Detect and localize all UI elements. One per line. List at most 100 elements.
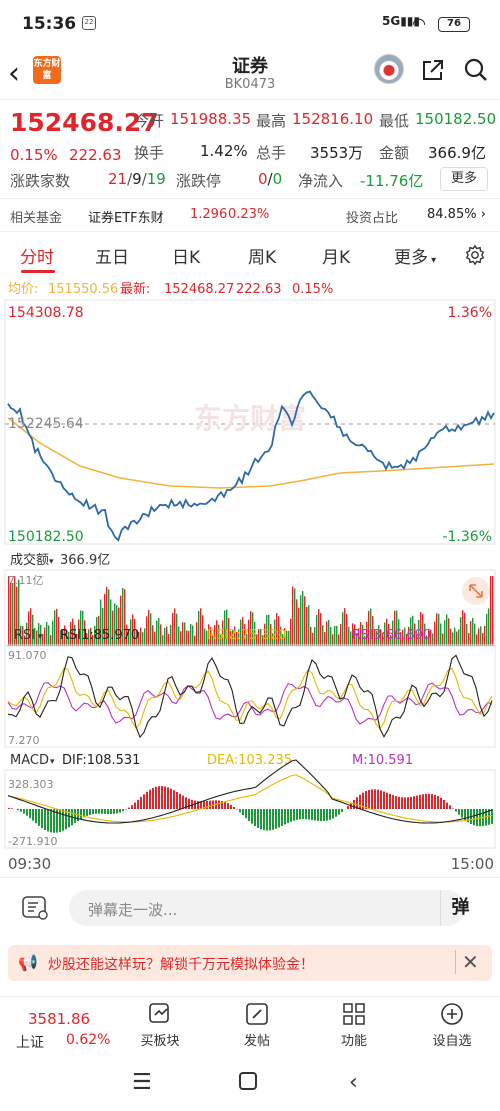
more-button[interactable]: 更多	[440, 167, 488, 191]
volume-bar	[392, 620, 394, 646]
volume-bar	[98, 616, 100, 646]
volume-bar	[182, 622, 184, 646]
tab-monthly-k[interactable]: 月K	[322, 248, 351, 268]
m-label: M:10.591	[352, 753, 413, 768]
macd-bar	[392, 795, 394, 809]
volume-bar	[430, 629, 432, 646]
macd-bar	[197, 801, 199, 809]
tab-five-day[interactable]: 五日	[95, 248, 129, 268]
index-value[interactable]: 3581.86	[28, 1010, 91, 1028]
volume-bar	[190, 623, 192, 646]
volume-bar	[354, 624, 356, 646]
macd-bar	[308, 809, 310, 820]
macd-bar	[305, 809, 307, 820]
home-icon[interactable]	[239, 1072, 257, 1090]
macd-bar	[35, 809, 37, 824]
index-name[interactable]: 上证	[16, 1035, 44, 1051]
close-icon[interactable]: ✕	[455, 950, 479, 974]
volume-bar	[28, 611, 30, 646]
nav-functions[interactable]: 功能	[340, 1034, 367, 1049]
volume-bar	[322, 625, 324, 646]
tab-intraday[interactable]: 分时	[20, 248, 54, 268]
danmu-send-button[interactable]: 弹	[440, 890, 480, 926]
volume-bar	[216, 620, 218, 646]
gear-icon[interactable]	[464, 244, 486, 266]
volume-bar	[202, 615, 204, 646]
rsi-dropdown-icon[interactable]: ▾	[38, 632, 43, 642]
share-icon[interactable]	[421, 58, 445, 82]
volume-bar	[338, 634, 340, 646]
volume-bar	[30, 608, 32, 646]
nav-buy-sector[interactable]: 买板块	[140, 1034, 180, 1049]
fund-name[interactable]: 证券ETF东财	[88, 211, 164, 226]
back-icon[interactable]: ‹	[8, 56, 20, 91]
ratio-value[interactable]: 84.85% ›	[427, 207, 486, 222]
search-icon[interactable]	[463, 57, 489, 83]
wifi-icon: ◠	[412, 14, 426, 33]
nav-post[interactable]: 发帖	[243, 1034, 270, 1049]
tab-daily-k[interactable]: 日K	[172, 248, 201, 268]
volume-bar	[254, 621, 256, 646]
danmu-toggle-icon[interactable]	[20, 895, 50, 921]
volume-bar	[452, 632, 454, 646]
volume-bar	[140, 627, 142, 646]
volume-bar	[472, 617, 474, 646]
page-title: 证券	[232, 56, 268, 77]
macd-bar	[356, 797, 358, 809]
promo-text[interactable]: 炒股还能这样玩？解锁千万元模拟体验金！	[48, 957, 314, 973]
macd-bar	[104, 809, 106, 814]
rsi-title[interactable]: RSI	[14, 628, 35, 643]
volume-bar	[490, 576, 492, 646]
volume-bar	[374, 629, 376, 646]
macd-bar	[449, 805, 451, 809]
promo-banner[interactable]	[8, 945, 492, 981]
macd-bar	[59, 809, 61, 832]
limit-up: 0	[258, 170, 268, 188]
macd-bar	[443, 799, 445, 809]
turnover-label: 换手	[134, 144, 165, 162]
tab-more[interactable]: 更多 ▾	[394, 248, 437, 268]
macd-bar	[251, 809, 253, 824]
macd-bar	[143, 794, 145, 809]
volume-bar	[270, 623, 272, 646]
macd-bar	[173, 790, 175, 809]
macd-title[interactable]: MACD	[10, 753, 49, 768]
macd-bar	[434, 794, 436, 809]
updown-flat: 9	[132, 170, 142, 188]
macd-bar	[284, 809, 286, 825]
macd-dropdown-icon[interactable]: ▾	[50, 757, 55, 767]
macd-bar	[155, 786, 157, 809]
megaphone-icon: 📢	[18, 953, 38, 972]
macd-bar	[341, 809, 343, 812]
intraday-chart[interactable]: 均价: 151550.56 最新: 152468.27 222.63 0.15%…	[0, 278, 500, 878]
volume-value: 3553万	[310, 144, 364, 162]
volume-dropdown-icon[interactable]: ▾	[49, 557, 54, 567]
post-icon[interactable]	[243, 1000, 271, 1028]
functions-icon[interactable]	[340, 1000, 368, 1028]
macd-bar	[380, 790, 382, 809]
volume-bar	[340, 623, 342, 646]
macd-bar	[119, 809, 121, 813]
volume-title[interactable]: 成交额	[10, 552, 49, 568]
macd-bar	[128, 807, 130, 809]
add-watchlist-icon[interactable]	[438, 1000, 466, 1028]
rsi3-line	[7, 682, 493, 725]
macd-bar	[404, 797, 406, 809]
volume-bar	[484, 625, 486, 646]
tab-more-label: 更多	[394, 248, 428, 268]
macd-bar	[461, 809, 463, 818]
volume-bar	[342, 612, 344, 646]
buy-sector-icon[interactable]	[146, 1000, 174, 1028]
tab-weekly-k[interactable]: 周K	[248, 248, 277, 268]
back-nav-icon[interactable]: ‹	[349, 1070, 358, 1095]
macd-bar	[488, 809, 490, 825]
menu-icon[interactable]: ☰	[132, 1070, 152, 1095]
danmu-input[interactable]	[69, 890, 465, 926]
macd-bar	[68, 809, 70, 828]
macd-bar	[233, 807, 235, 809]
fullscreen-icon[interactable]	[462, 577, 490, 605]
nav-add-watchlist[interactable]: 设自选	[432, 1034, 472, 1049]
avatar[interactable]	[374, 54, 404, 84]
volume-bar	[416, 634, 418, 646]
macd-bar	[467, 809, 469, 823]
